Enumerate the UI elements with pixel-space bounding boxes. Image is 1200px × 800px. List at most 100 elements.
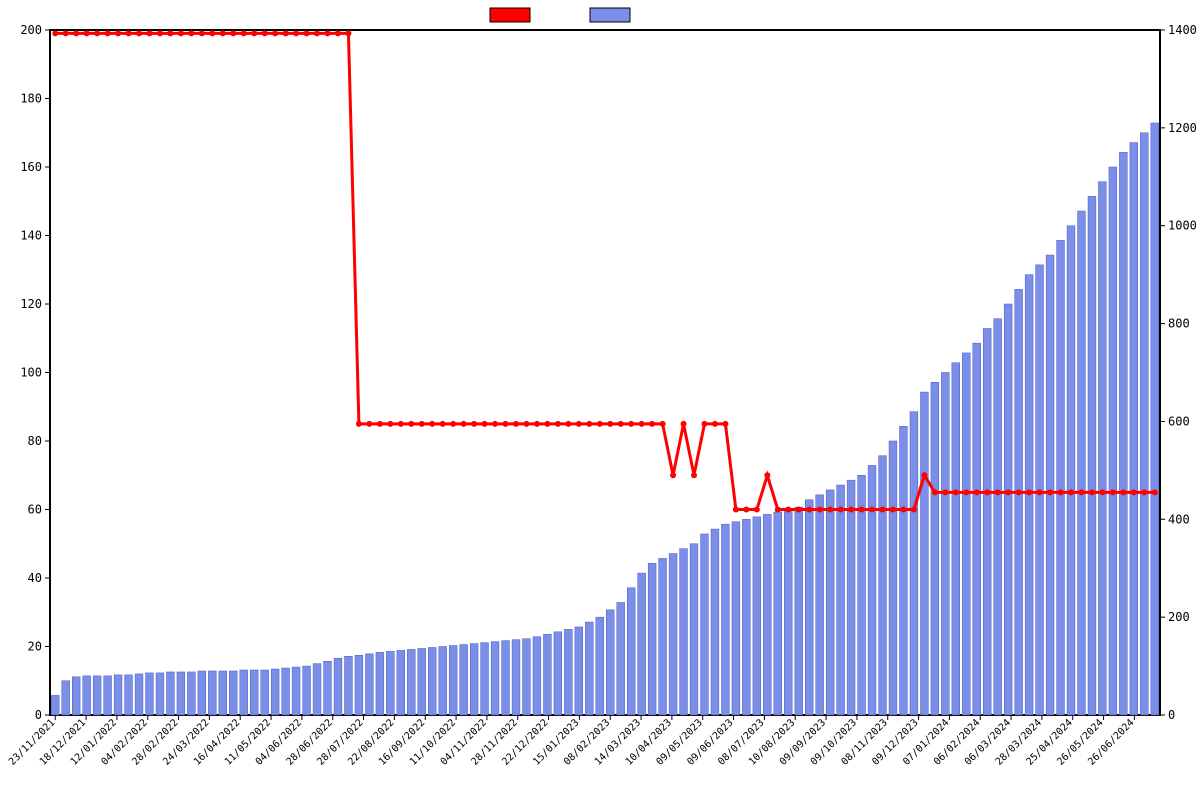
bar [648, 563, 656, 715]
line-marker [565, 421, 571, 427]
line-marker [911, 507, 917, 513]
line-marker [188, 30, 194, 36]
bar [512, 640, 520, 715]
bar [365, 654, 373, 715]
line-marker [754, 507, 760, 513]
line-marker [1089, 489, 1095, 495]
line-marker [241, 30, 247, 36]
y-right-label: 1000 [1168, 219, 1197, 233]
line-marker [325, 30, 331, 36]
bar [355, 655, 363, 715]
bar [774, 512, 782, 715]
line-marker [670, 472, 676, 478]
bar [271, 669, 279, 715]
bar [638, 573, 646, 715]
line-marker [743, 507, 749, 513]
legend-swatch [590, 8, 630, 22]
line-marker [848, 507, 854, 513]
bar [617, 602, 625, 715]
bar [826, 490, 834, 715]
line-marker [157, 30, 163, 36]
bar [973, 343, 981, 715]
bar [763, 514, 771, 715]
bar [596, 617, 604, 715]
bar [837, 485, 845, 715]
bar [784, 510, 792, 716]
line-marker [691, 472, 697, 478]
bar [93, 676, 101, 715]
bar [795, 507, 803, 715]
line-marker [1047, 489, 1053, 495]
bar [1057, 240, 1065, 715]
y-left-label: 140 [20, 229, 42, 243]
line-marker [733, 507, 739, 513]
bar [1119, 152, 1127, 715]
bar [889, 441, 897, 715]
bar [931, 382, 939, 715]
y-left-label: 80 [28, 434, 42, 448]
line-marker [1099, 489, 1105, 495]
bar [177, 672, 185, 715]
line-marker [900, 507, 906, 513]
bar [900, 426, 908, 715]
y-right-label: 400 [1168, 512, 1190, 526]
line-marker [722, 421, 728, 427]
bar [564, 629, 572, 715]
bar [250, 670, 258, 715]
line-marker [1141, 489, 1147, 495]
bar [83, 676, 91, 715]
line-marker [1120, 489, 1126, 495]
bar [146, 673, 154, 715]
line-marker [628, 421, 634, 427]
bar [669, 554, 677, 715]
line-marker [827, 507, 833, 513]
bar [428, 647, 436, 715]
bar [1098, 182, 1106, 715]
line-marker [314, 30, 320, 36]
bar [753, 517, 761, 715]
bar [1015, 289, 1023, 715]
line-marker [482, 421, 488, 427]
bar [324, 661, 332, 715]
line-marker [995, 489, 1001, 495]
line-marker [209, 30, 215, 36]
bar [847, 480, 855, 715]
bar [659, 558, 667, 715]
line-marker [304, 30, 310, 36]
line-marker [806, 507, 812, 513]
line-marker [63, 30, 69, 36]
bar [952, 363, 960, 715]
legend-swatch [490, 8, 530, 22]
line-marker [115, 30, 121, 36]
line-marker [880, 507, 886, 513]
y-left-label: 100 [20, 366, 42, 380]
y-right-label: 800 [1168, 317, 1190, 331]
bar [721, 524, 729, 715]
bar [805, 500, 813, 715]
line-marker [921, 472, 927, 478]
line-marker [167, 30, 173, 36]
bar [962, 353, 970, 715]
bar [229, 671, 237, 715]
line-marker [869, 507, 875, 513]
bar [104, 676, 112, 715]
line-marker [398, 421, 404, 427]
bar [208, 671, 216, 715]
y-left-label: 60 [28, 503, 42, 517]
bar [994, 319, 1002, 715]
line-marker [1110, 489, 1116, 495]
line-marker [335, 30, 341, 36]
bar [135, 674, 143, 715]
line-marker [272, 30, 278, 36]
bar [481, 643, 489, 715]
line-marker [963, 489, 969, 495]
y-left-label: 160 [20, 160, 42, 174]
line-marker [429, 421, 435, 427]
bar [345, 656, 353, 715]
bar [397, 650, 405, 715]
line-marker [534, 421, 540, 427]
bar [742, 519, 750, 715]
bar [166, 672, 174, 715]
line-marker [775, 507, 781, 513]
bar [879, 456, 887, 715]
